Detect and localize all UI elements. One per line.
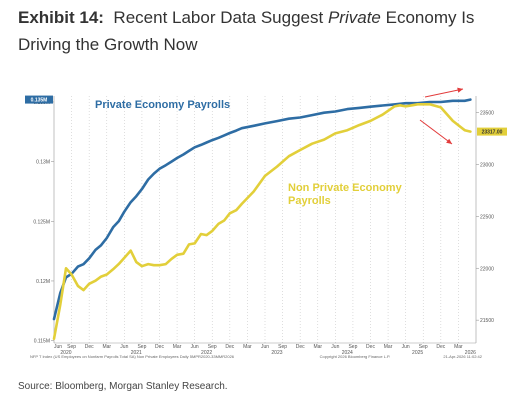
chart-timestamp: 21-Apr-2026 11:02:42 [443,354,482,359]
x-tick-label: Jun [191,344,199,350]
down-arrow-shaft [419,119,453,145]
right-tick-label: 23000 [480,162,494,168]
x-tick-label: Jun [261,344,269,350]
x-tick-label: Mar [384,344,393,350]
title-text-italic: Private [327,8,381,27]
x-year-label: 2021 [131,350,142,356]
x-tick-label: Sep [278,344,287,350]
left-last-value-tag [25,95,53,104]
left-tick-label: 0.115M [34,339,50,345]
x-tick-label: Sep [419,344,428,350]
up-arrow-shaft [424,88,464,98]
title-text-after: Economy Is Driving the Growth Now [18,8,475,54]
right-last-value-text: 23317.00 [482,130,503,136]
right-tick-label: 22000 [480,266,494,272]
nonprivate-series-label: Non Private Economy [288,182,403,194]
right-last-value-tag [477,127,507,136]
right-tick-label: 22500 [480,214,494,220]
x-tick-label: Jun [120,344,128,350]
nonprivate-series-label-2: Payrolls [288,195,331,207]
x-tick-label: Mar [454,344,463,350]
x-tick-label: Sep [348,344,357,350]
x-tick-label: Dec [225,344,234,350]
x-year-label: 2025 [412,350,423,356]
x-tick-label: Sep [208,344,217,350]
private-payrolls-line [52,98,472,321]
left-tick-label: 0.12M [36,279,50,285]
right-tick-label: 21500 [480,318,494,324]
x-tick-label: Jun [54,344,62,350]
x-tick-label: Dec [296,344,305,350]
x-tick-label: Mar [102,344,111,350]
source-note: Source: Bloomberg, Morgan Stanley Resear… [18,381,228,392]
x-tick-label: Dec [155,344,164,350]
x-tick-label: Dec [436,344,445,350]
x-year-label: 2023 [271,350,282,356]
x-tick-label: Dec [85,344,94,350]
chart-copyright: Copyright 2026 Bloomberg Finance L.P. [320,354,391,359]
x-tick-label: Jun [331,344,339,350]
x-year-label: 2020 [60,350,71,356]
title-text-before: Recent Labor Data Suggest [113,8,324,27]
x-tick-label: Sep [67,344,76,350]
private-series-label: Private Economy Payrolls [95,99,230,111]
x-tick-label: Dec [366,344,375,350]
x-tick-label: Mar [313,344,322,350]
exhibit-title: Exhibit 14: Recent Labor Data Suggest Pr… [18,4,508,58]
exhibit-label: Exhibit 14: [18,8,104,27]
x-tick-label: Jun [402,344,410,350]
x-year-label: 2022 [201,350,212,356]
down-arrow-head [446,138,452,144]
x-tick-label: Mar [173,344,182,350]
chart-legend-block: NFP T Index (US Employees on Nonfarm Pay… [30,354,235,359]
x-tick-label: Sep [137,344,146,350]
left-tick-label: 0.13M [36,160,50,166]
left-tick-label: 0.125M [33,219,50,225]
x-tick-label: Mar [243,344,252,350]
nonprivate-payrolls-line [52,103,472,341]
right-tick-label: 23500 [480,111,494,117]
left-last-value-text: 0.135M [31,98,48,104]
x-year-label: 2026 [465,350,476,356]
x-year-label: 2024 [342,350,353,356]
up-arrow-head [457,87,463,93]
